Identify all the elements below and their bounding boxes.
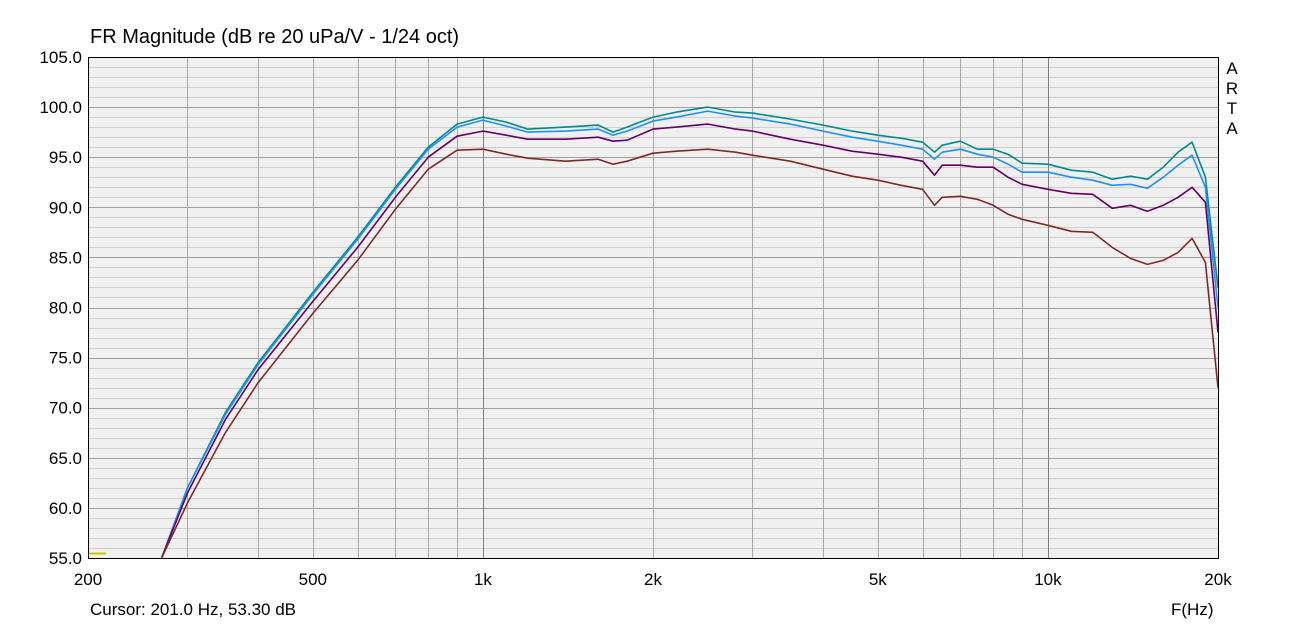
x-tick-label: 2k	[644, 570, 662, 589]
x-tick-labels: 200 500 1k 2k 5k 10k 20k	[74, 570, 1232, 589]
y-tick-label: 65.0	[49, 449, 82, 468]
arta-letter-a2: A	[1226, 119, 1238, 138]
plot-series	[160, 106, 1219, 559]
y-tick-label: 70.0	[49, 399, 82, 418]
plot-frame	[88, 57, 1219, 559]
arta-letter-r: R	[1225, 79, 1239, 98]
x-axis-label: F(Hz)	[1171, 600, 1214, 619]
y-tick-label: 100.0	[39, 98, 82, 117]
chart-title: FR Magnitude (dB re 20 uPa/V - 1/24 oct)	[90, 26, 460, 48]
cursor-readout: Cursor: 201.0 Hz, 53.30 dB	[90, 600, 297, 619]
arta-logo: A R T A	[1225, 59, 1239, 139]
arta-letter-a1: A	[1226, 59, 1238, 78]
plot-grid	[88, 57, 1218, 558]
y-tick-labels: 105.0 100.0 95.0 90.0 85.0 80.0 75.0 70.0 65.0 60…	[39, 48, 82, 568]
series-line-2	[160, 110, 1219, 559]
series-line-1	[160, 106, 1219, 559]
x-tick-label: 20k	[1204, 570, 1232, 589]
x-tick-label: 200	[74, 570, 102, 589]
y-tick-label: 60.0	[49, 499, 82, 518]
x-tick-label: 500	[299, 570, 327, 589]
x-tick-label: 5k	[869, 570, 887, 589]
y-tick-label: 95.0	[49, 148, 82, 167]
y-tick-label: 75.0	[49, 349, 82, 368]
x-tick-label: 10k	[1034, 570, 1062, 589]
series-line-4	[160, 148, 1219, 559]
series-line-3	[160, 123, 1219, 559]
y-tick-label: 55.0	[49, 549, 82, 568]
arta-letter-t: T	[1226, 99, 1238, 118]
y-tick-label: 90.0	[49, 198, 82, 217]
y-tick-label: 105.0	[39, 48, 82, 67]
y-tick-label: 85.0	[49, 248, 82, 267]
y-tick-label: 80.0	[49, 299, 82, 318]
x-tick-label: 1k	[474, 570, 492, 589]
